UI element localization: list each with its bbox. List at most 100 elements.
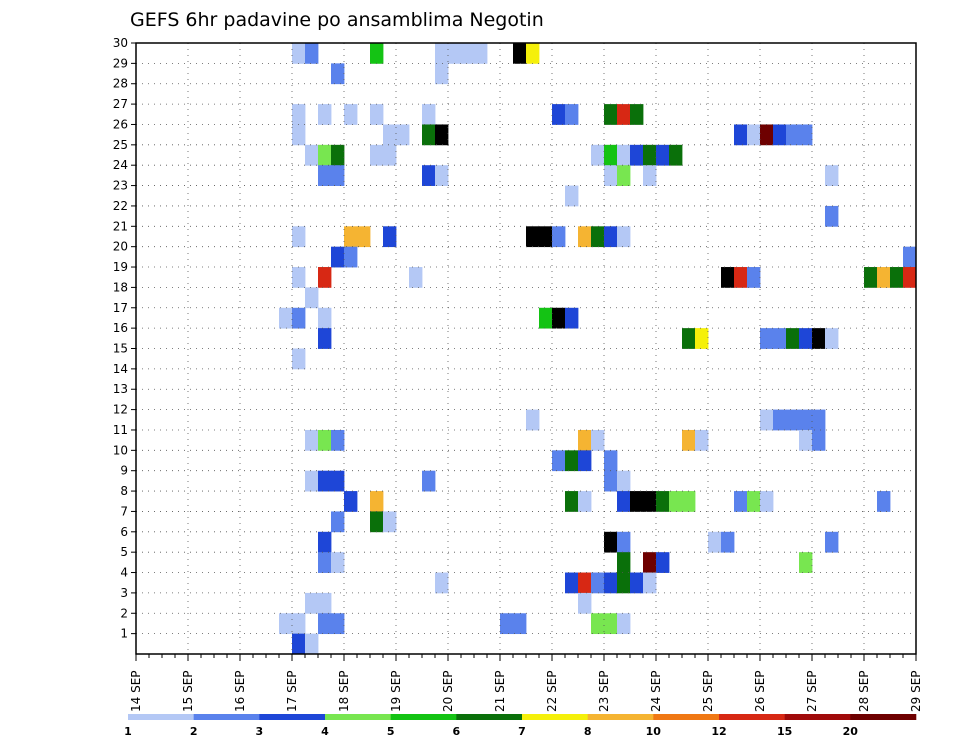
heatmap-cell [604,226,618,248]
heatmap-cell [539,226,553,248]
y-tick-label: 10 [113,443,128,457]
heatmap-cell [825,165,839,186]
y-axis: 1234567891011121314151617181920212223242… [113,36,136,641]
heatmap-cell [461,43,475,64]
heatmap-cells [279,43,917,655]
colorbar-label: 6 [452,725,460,738]
grid-lines [136,43,916,654]
y-tick-label: 9 [120,464,128,478]
heatmap-cell [760,409,774,431]
heatmap-cell [604,104,618,125]
heatmap-cell [708,531,722,553]
heatmap-cell [617,552,631,573]
heatmap-cell [747,124,761,146]
heatmap-cell [643,165,657,186]
heatmap-cell [383,124,397,146]
x-axis: 14 SEP 15 SEP 16 SEP 17 SEP 18 SEP 19 SEP 20 S… [129,654,923,712]
heatmap-cell [799,409,813,431]
colorbar-swatch [259,714,326,720]
heatmap-cell [591,613,605,635]
heatmap-cell [370,144,384,166]
heatmap-cell [318,165,332,186]
x-tick-label: 23 SEP [597,670,611,712]
heatmap-cell [877,491,891,512]
heatmap-cell [318,531,332,553]
colorbar-swatch [587,714,654,720]
y-tick-label: 11 [113,423,128,437]
heatmap-cell [604,450,618,472]
heatmap-cell [825,328,839,349]
heatmap-cell [344,246,358,268]
heatmap-cell [669,144,683,166]
colorbar-label: 15 [777,725,792,738]
heatmap-cell [292,348,306,370]
heatmap-cell [877,267,891,288]
heatmap-cell [552,307,566,329]
heatmap-cell [344,226,358,248]
heatmap-cell [617,165,631,186]
heatmap-cell [552,450,566,472]
colorbar-label: 10 [646,725,662,738]
colorbar-label: 3 [255,725,263,738]
heatmap-cell [864,267,878,288]
heatmap-cell [292,307,306,329]
heatmap-cell [370,43,384,64]
heatmap-cell [331,511,345,533]
heatmap-cell [331,470,345,492]
heatmap-cell [747,267,761,288]
heatmap-cell [578,226,592,248]
y-tick-label: 23 [113,179,128,193]
x-tick-label: 18 SEP [337,670,351,712]
heatmap-cell [435,63,449,85]
heatmap-cell [799,328,813,349]
colorbar-swatch [719,714,785,720]
heatmap-cell [331,613,345,635]
heatmap-cell [695,429,709,451]
heatmap-cell [331,63,345,85]
x-tick-label: 28 SEP [857,670,871,712]
heatmap-cell [591,429,605,451]
heatmap-cell [643,144,657,166]
heatmap-cell [565,572,579,594]
heatmap-cell [565,450,579,472]
heatmap-cell [617,491,631,512]
chart-title: GEFS 6hr padavine po ansamblima Negotin [130,9,544,31]
colorbar-label: 5 [387,725,395,738]
heatmap-cell [474,43,488,64]
y-tick-label: 15 [113,342,128,356]
heatmap-cell [318,552,332,573]
heatmap-cell [799,429,813,451]
heatmap-cell [760,124,774,146]
heatmap-cell [578,592,592,614]
heatmap-cell [734,124,748,146]
y-tick-label: 22 [113,199,128,213]
heatmap-cell [305,429,319,451]
colorbar-swatch [128,714,194,720]
heatmap-cell [435,165,449,186]
y-tick-label: 20 [113,240,128,254]
heatmap-cell [604,572,618,594]
heatmap-cell [643,572,657,594]
heatmap-cell [604,165,618,186]
y-tick-label: 14 [113,362,128,376]
heatmap-cell [526,226,540,248]
colorbar-swatch [193,714,260,720]
heatmap-cell [565,185,579,207]
heatmap-cell [318,267,332,288]
heatmap-cell [552,226,566,248]
heatmap-cell [422,165,436,186]
heatmap-cell [825,205,839,227]
colorbar-swatch [653,714,720,720]
colorbar-swatch [522,714,588,720]
heatmap-cell [799,552,813,573]
heatmap-cell [617,226,631,248]
heatmap-cell [305,592,319,614]
heatmap-cell [617,531,631,553]
x-tick-label: 19 SEP [389,670,403,712]
heatmap-cell [370,511,384,533]
x-tick-label: 15 SEP [181,670,195,712]
y-tick-label: 29 [113,56,128,70]
heatmap-cell [669,491,683,512]
x-tick-label: 16 SEP [233,670,247,712]
